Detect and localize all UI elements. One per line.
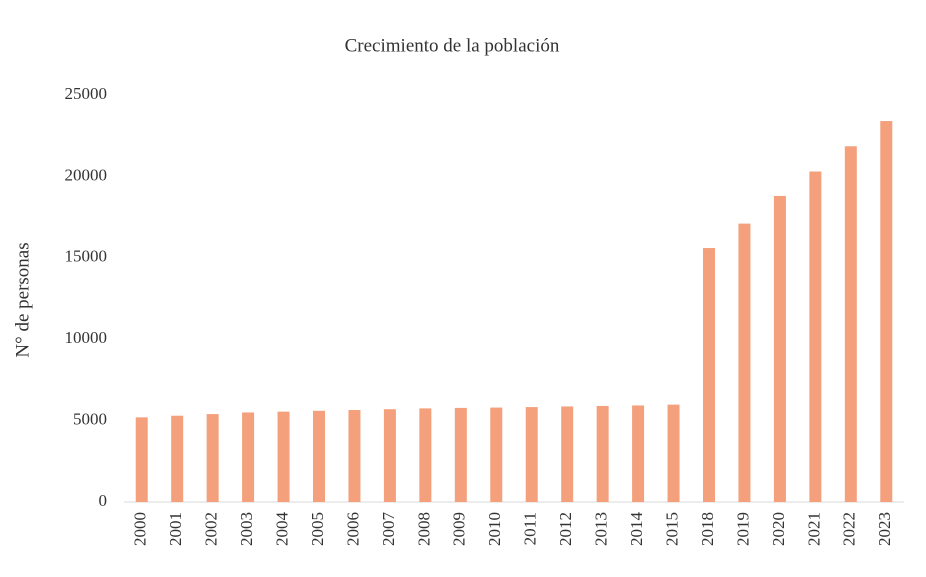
y-tick-label: 20000 <box>65 165 108 184</box>
bar <box>348 410 361 502</box>
x-tick-label: 2012 <box>556 512 575 546</box>
y-tick-label: 10000 <box>65 328 108 347</box>
bar <box>738 223 751 502</box>
x-tick-label: 2011 <box>521 512 540 545</box>
x-tick-label: 2023 <box>875 512 894 546</box>
bar <box>277 411 290 502</box>
y-tick-label: 0 <box>99 491 108 510</box>
x-tick-label: 2014 <box>627 512 646 547</box>
bar <box>773 195 786 502</box>
x-tick-label: 2003 <box>237 512 256 546</box>
chart-title: Crecimiento de la población <box>345 35 560 56</box>
bar <box>844 146 857 503</box>
x-tick-label: 2013 <box>592 512 611 546</box>
x-tick-label: 2015 <box>662 512 681 546</box>
bar <box>809 171 822 503</box>
x-tick-label: 2005 <box>308 512 327 546</box>
x-tick-label: 2010 <box>485 512 504 546</box>
bar <box>703 248 715 502</box>
x-tick-label: 2021 <box>804 512 823 546</box>
x-tick-label: 2018 <box>698 512 717 546</box>
x-tick-label: 2000 <box>131 512 150 546</box>
x-tick-label: 2022 <box>840 512 859 546</box>
bar <box>632 405 645 502</box>
bar <box>880 121 893 502</box>
bar <box>490 407 503 502</box>
bar <box>383 409 396 502</box>
y-tick-label: 5000 <box>73 410 107 429</box>
bar <box>242 412 255 502</box>
x-tick-label: 2004 <box>272 512 291 547</box>
y-axis-label: N° de personas <box>12 242 33 357</box>
y-tick-label: 15000 <box>65 247 108 266</box>
bar <box>135 417 148 502</box>
x-tick-label: 2006 <box>343 512 362 546</box>
x-tick-label: 2020 <box>769 512 788 546</box>
bar <box>454 407 467 502</box>
bar <box>596 405 609 502</box>
x-tick-label: 2001 <box>166 512 185 546</box>
x-tick-label: 2002 <box>202 512 221 546</box>
bar <box>561 406 574 502</box>
bar <box>206 414 219 502</box>
x-tick-label: 2009 <box>450 512 469 546</box>
x-tick-label: 2008 <box>414 512 433 546</box>
y-tick-label: 25000 <box>65 84 108 103</box>
x-tick-label: 2019 <box>733 512 752 546</box>
bar <box>667 404 680 502</box>
bar <box>525 407 538 502</box>
bar <box>171 415 184 502</box>
bar <box>313 410 325 502</box>
x-tick-label: 2007 <box>379 512 398 547</box>
bar <box>419 408 432 502</box>
